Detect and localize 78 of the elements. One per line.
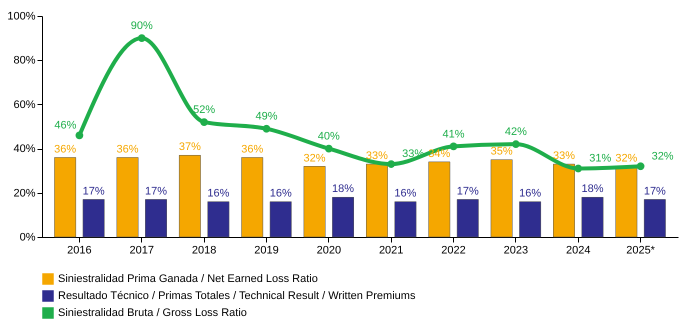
bar	[428, 162, 450, 238]
x-tick-label: 2021	[378, 244, 404, 256]
data-label: 32%	[652, 150, 674, 162]
bar	[116, 157, 138, 238]
point	[512, 140, 520, 148]
y-tick-label: 80%	[13, 54, 36, 67]
bar	[82, 199, 105, 238]
x-tick-label: 2017	[130, 244, 154, 256]
bar	[304, 166, 326, 238]
data-label: 35%	[490, 146, 513, 158]
legend-label: Siniestralidad Prima Ganada / Net Earned Loss Ratio	[58, 273, 318, 285]
data-label: 37%	[178, 141, 202, 154]
data-label: 33%	[366, 150, 388, 162]
data-label: 18%	[581, 183, 604, 196]
x-tick-label: 2018	[192, 244, 216, 256]
point	[324, 144, 333, 152]
y-tick-label: 20%	[13, 187, 36, 200]
bar	[332, 196, 354, 238]
data-label: 40%	[318, 130, 340, 143]
x-tick-label: 2022	[441, 244, 466, 256]
legend-label: Resultado Técnico / Primas Totales / Technical Result / Written Premiums	[58, 290, 416, 302]
point	[450, 142, 458, 150]
data-label: 34%	[428, 148, 450, 160]
data-label: 17%	[82, 185, 105, 198]
data-label: 36%	[241, 143, 264, 156]
bar	[241, 157, 264, 238]
point	[138, 34, 146, 42]
bar	[394, 201, 416, 238]
x-tick-label: 2020	[316, 244, 342, 256]
data-label: 32%	[304, 152, 326, 164]
point	[200, 118, 208, 126]
x-tick-label: 2025*	[626, 244, 656, 256]
y-tick-label: 0%	[20, 232, 36, 244]
bar	[582, 196, 604, 238]
data-label: 36%	[116, 143, 139, 156]
data-label: 36%	[54, 143, 76, 156]
data-label: 52%	[193, 104, 216, 116]
y-tick-label: 40%	[13, 143, 36, 156]
bar	[54, 157, 76, 238]
data-label: 18%	[332, 183, 354, 196]
bar	[644, 199, 666, 238]
bar	[519, 201, 542, 238]
data-label: 49%	[255, 110, 278, 123]
data-label: 90%	[130, 20, 153, 32]
bar	[490, 159, 513, 238]
data-label: 46%	[54, 119, 77, 132]
y-tick-label: 100%	[7, 10, 36, 22]
bar	[270, 201, 292, 238]
point	[262, 124, 270, 133]
data-label: 17%	[644, 185, 666, 198]
data-label: 32%	[615, 152, 638, 164]
x-tick-label: 2016	[67, 244, 92, 256]
y-tick-label: 60%	[13, 98, 36, 111]
point	[574, 164, 582, 172]
bar	[615, 166, 638, 238]
data-label: 16%	[270, 188, 292, 200]
x-tick-label: 2024	[566, 244, 590, 256]
point	[387, 160, 396, 168]
data-label: 17%	[456, 185, 479, 198]
data-label: 17%	[145, 185, 168, 198]
bar	[456, 199, 479, 238]
legend-label: Siniestralidad Bruta / Gross Loss Ratio	[58, 307, 247, 319]
point	[636, 162, 644, 170]
data-label: 16%	[394, 188, 417, 200]
bar	[178, 154, 201, 238]
data-label: 33%	[552, 150, 576, 162]
x-tick-label: 2019	[254, 244, 279, 256]
bar	[145, 199, 167, 238]
bar	[207, 201, 230, 238]
bar	[366, 164, 388, 238]
point	[76, 131, 84, 140]
data-label: 31%	[589, 152, 612, 164]
data-label: 41%	[442, 128, 465, 140]
x-tick-label: 2023	[504, 244, 528, 256]
data-label: 42%	[504, 126, 528, 138]
data-label: 16%	[519, 188, 542, 200]
data-label: 16%	[207, 188, 230, 200]
bar	[553, 164, 575, 238]
